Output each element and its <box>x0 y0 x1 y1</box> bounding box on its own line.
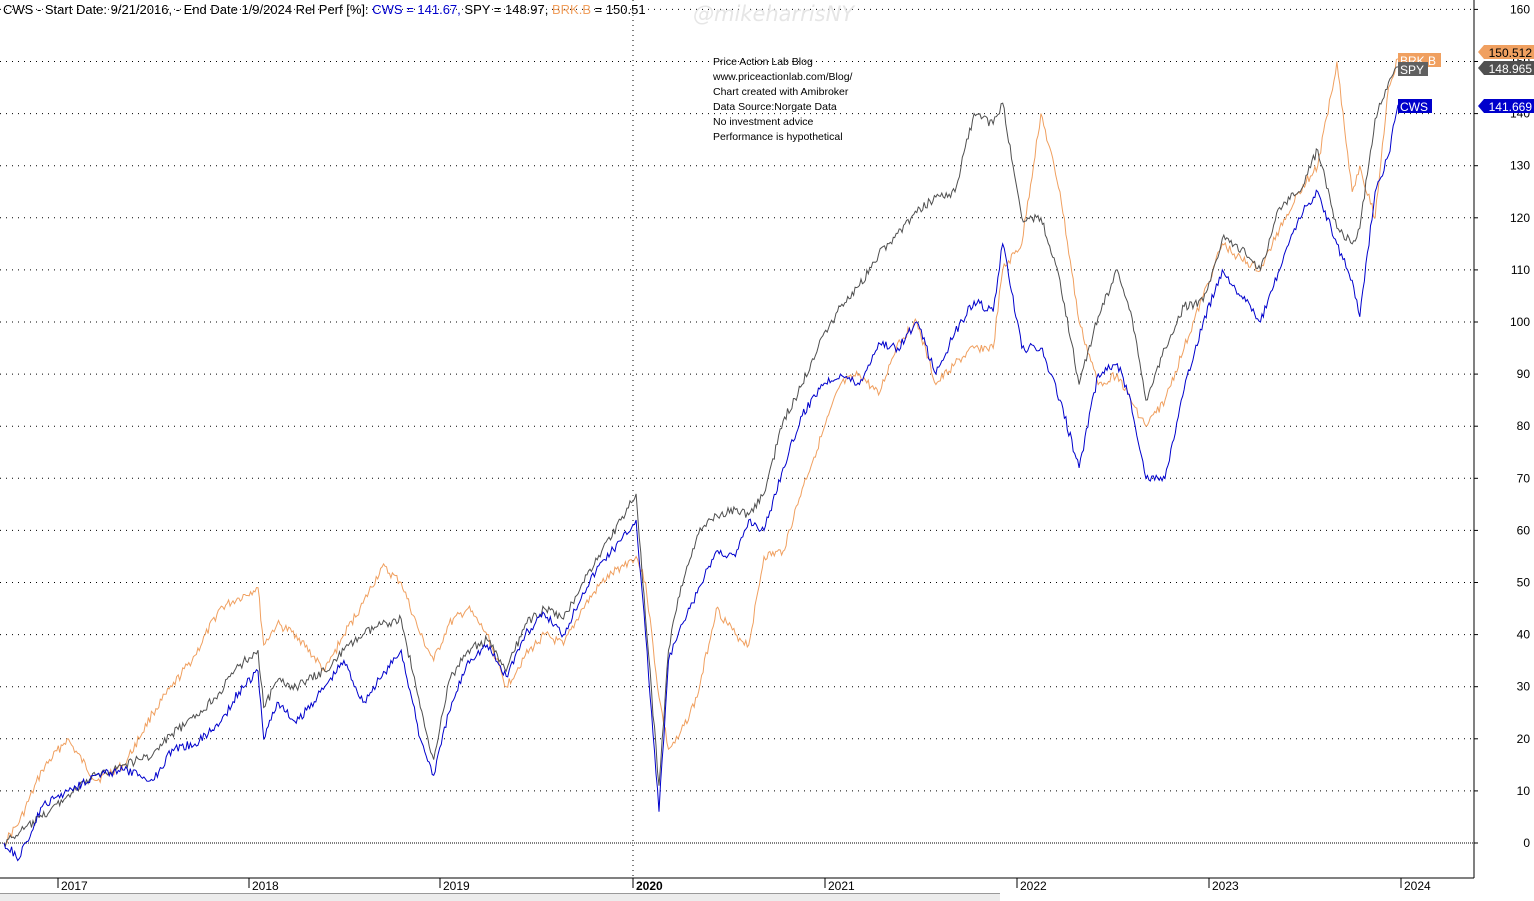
info-block: Price Action Lab Blog www.priceactionlab… <box>713 55 852 145</box>
series-lines <box>3 58 1399 862</box>
info-line: No investment advice <box>713 116 814 128</box>
x-tick-label: 2018 <box>252 879 279 893</box>
y-tick-label: 110 <box>1511 263 1530 277</box>
x-tick-label: 2020 <box>636 879 663 893</box>
y-tick-label: 80 <box>1517 419 1531 433</box>
info-line: Price Action Lab Blog <box>713 56 813 68</box>
grid <box>0 0 1474 878</box>
value-tag-bg <box>1478 61 1534 75</box>
y-tick-label: 20 <box>1517 732 1531 746</box>
value-tag-bg <box>1478 45 1534 59</box>
y-tick-label: 50 <box>1517 576 1531 590</box>
sheet-tab-bar[interactable] <box>0 893 1000 901</box>
y-tick-label: 70 <box>1517 471 1531 485</box>
header-brk-value: = 150.51 <box>591 2 646 17</box>
y-tick-label: 60 <box>1517 523 1531 537</box>
series-line-cws <box>3 104 1399 862</box>
chart-header: CWS - Start Date: 9/21/2016, - End Date … <box>3 2 646 17</box>
x-tick-label: 2019 <box>443 879 470 893</box>
x-tick-label: 2022 <box>1020 879 1047 893</box>
x-tick-label: 2024 <box>1404 879 1431 893</box>
header-spy: SPY = 148.97, <box>460 2 552 17</box>
x-tick-label: 2021 <box>828 879 855 893</box>
y-tick-label: 130 <box>1510 159 1530 173</box>
value-tag-cws: 141.669 <box>1489 100 1533 114</box>
x-tick-label: 2023 <box>1212 879 1239 893</box>
y-tick-label: 160 <box>1510 2 1530 16</box>
series-tag-spy: SPY <box>1400 63 1424 77</box>
x-tick-label: 2017 <box>61 879 88 893</box>
y-tick-label: 0 <box>1523 836 1530 850</box>
y-tick-label: 10 <box>1517 784 1531 798</box>
y-tick-label: 90 <box>1517 367 1531 381</box>
header-prefix: CWS - Start Date: 9/21/2016, - End Date … <box>3 2 373 17</box>
header-brk-name: BRK.B <box>551 2 591 17</box>
value-tag-bg <box>1478 99 1534 113</box>
series-tag-cws: CWS <box>1400 100 1428 114</box>
info-line: Chart created with Amibroker <box>713 86 849 98</box>
info-line: Data Source:Norgate Data <box>713 101 837 113</box>
watermark: @mikeharrisNY <box>693 2 855 26</box>
y-tick-label: 40 <box>1517 628 1531 642</box>
series-tag-bg <box>1398 99 1432 113</box>
y-tick-label: 100 <box>1510 315 1530 329</box>
info-line: Performance is hypothetical <box>713 131 843 143</box>
header-cws: CWS = 141.67, <box>372 2 461 17</box>
y-tick-label: 30 <box>1517 680 1531 694</box>
info-line: www.priceactionlab.com/Blog/ <box>713 71 853 83</box>
series-tag-bg <box>1398 62 1428 76</box>
value-tag-brk-b: 150.512 <box>1489 46 1533 60</box>
series-line-brk-b <box>3 58 1399 846</box>
y-tick-label: 120 <box>1510 211 1530 225</box>
series-line-spy <box>3 66 1399 848</box>
value-tag-spy: 148.965 <box>1489 62 1533 76</box>
